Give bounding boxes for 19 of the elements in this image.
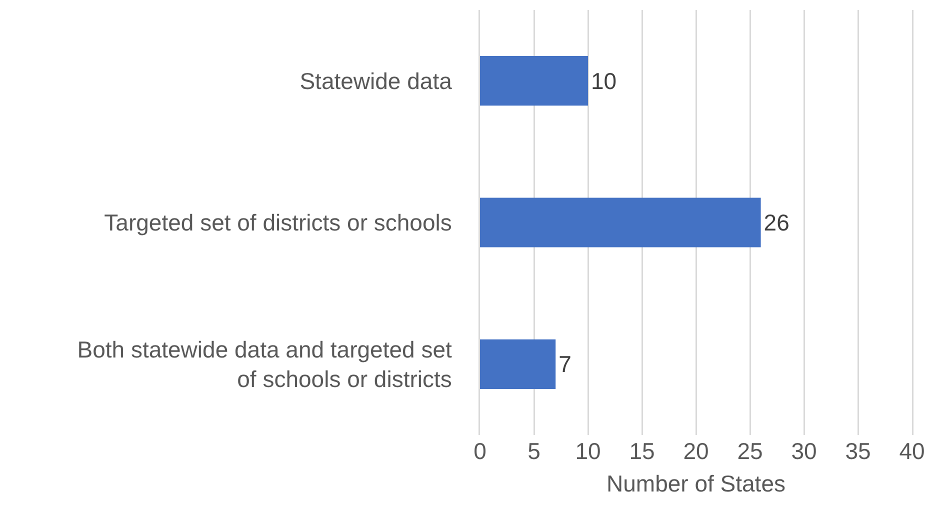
x-tick-label: 10 [575, 438, 601, 464]
x-tick-label: 0 [474, 438, 486, 464]
data-label: 10 [591, 68, 617, 94]
y-tick-label: Targeted set of districts or schools [104, 210, 452, 236]
bar [480, 56, 588, 106]
data-label: 26 [764, 210, 790, 236]
data-label: 7 [558, 351, 572, 378]
x-tick-label: 15 [629, 438, 655, 464]
x-tick-label: 20 [683, 438, 709, 464]
x-tick-label: 35 [845, 438, 871, 464]
bar [480, 339, 556, 389]
y-tick-label: Both statewide data and targeted set of schools or districts [77, 336, 452, 392]
bar [480, 198, 761, 248]
x-tick-label: 40 [899, 438, 925, 464]
x-tick-label: 30 [791, 438, 817, 464]
x-tick-label: 25 [737, 438, 763, 464]
x-tick-label: 5 [528, 438, 540, 464]
y-tick-label: Statewide data [300, 68, 452, 94]
x-axis-title: Number of States [606, 470, 786, 497]
